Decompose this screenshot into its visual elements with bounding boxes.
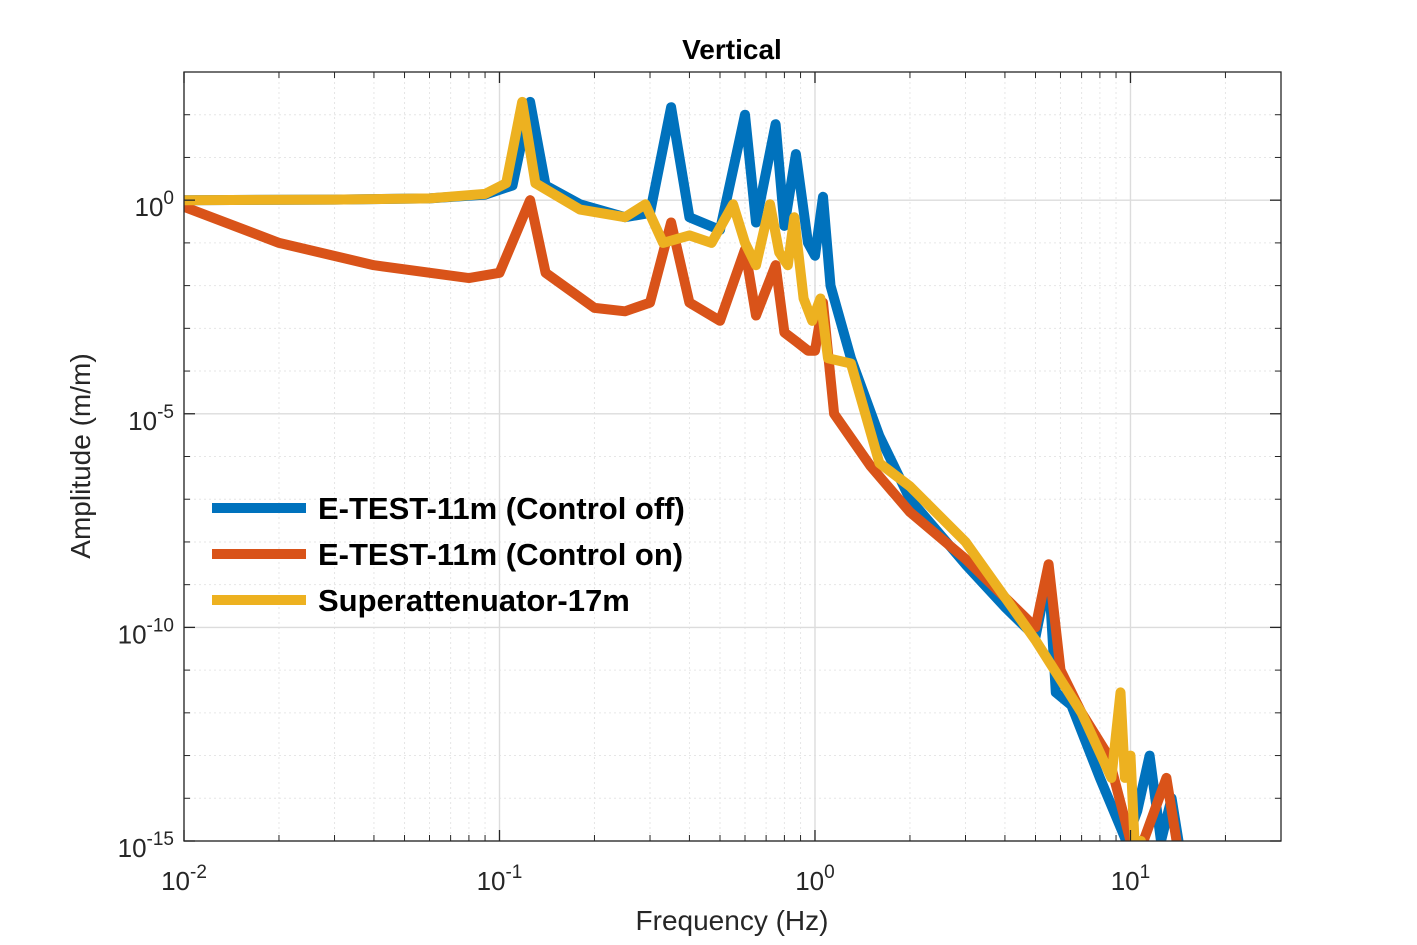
x-tick-label: 100: [795, 862, 835, 896]
chart-title: Vertical: [682, 34, 782, 65]
series-line-3: [184, 96, 1146, 841]
y-tick-label: 10-15: [118, 829, 174, 863]
y-tick-label: 10-5: [128, 402, 174, 436]
legend-label-3: Superattenuator-17m: [318, 583, 630, 618]
x-tick-label: 10-1: [477, 862, 523, 896]
x-tick-label: 101: [1111, 862, 1151, 896]
x-tick-labels: 10-2 10-1 100 101: [161, 862, 1150, 896]
x-axis-label: Frequency (Hz): [636, 905, 829, 936]
y-tick-label: 100: [135, 188, 175, 222]
y-tick-label: 10-10: [118, 615, 174, 649]
y-axis-label: Amplitude (m/m): [65, 353, 96, 558]
legend-label-2: E-TEST-11m (Control on): [318, 537, 683, 572]
y-tick-labels: 100 10-5 10-10 10-15: [118, 188, 174, 863]
x-tick-label: 10-2: [161, 862, 207, 896]
axis-ticks: [183, 71, 1282, 842]
legend: E-TEST-11m (Control off) E-TEST-11m (Cont…: [212, 491, 685, 618]
legend-label-1: E-TEST-11m (Control off): [318, 491, 685, 526]
series-layer: [184, 96, 1184, 841]
